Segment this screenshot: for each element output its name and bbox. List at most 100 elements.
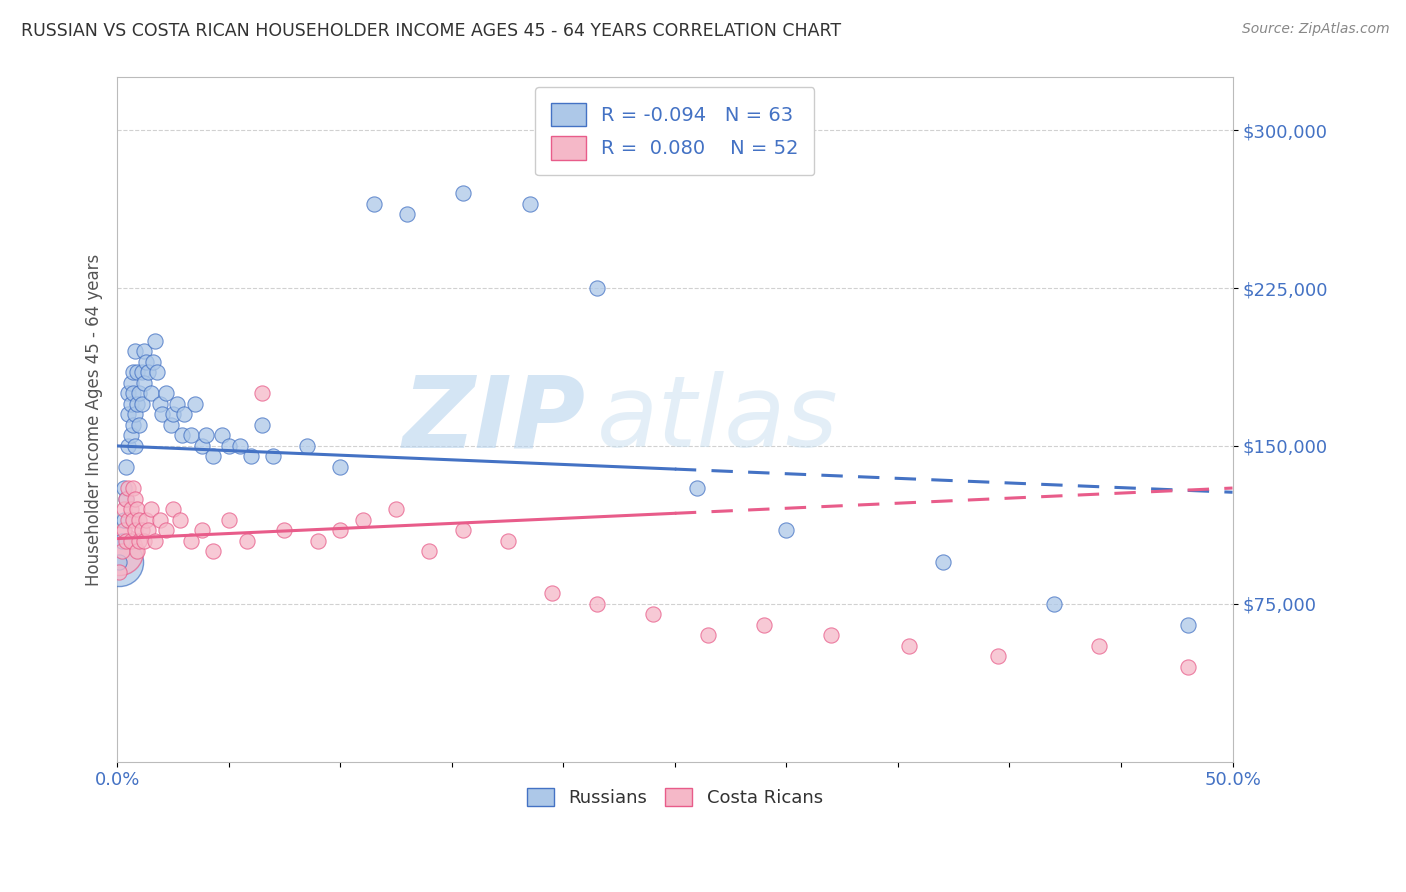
Point xyxy=(229,439,252,453)
Point xyxy=(697,628,720,642)
Point xyxy=(132,376,155,390)
Point xyxy=(295,439,318,453)
Point xyxy=(1043,597,1066,611)
Text: Source: ZipAtlas.com: Source: ZipAtlas.com xyxy=(1241,22,1389,37)
Point xyxy=(585,281,607,295)
Point xyxy=(211,428,233,442)
Point xyxy=(180,533,202,548)
Point xyxy=(451,523,474,537)
Point xyxy=(135,354,157,368)
Point xyxy=(138,365,160,379)
Point xyxy=(121,417,143,432)
Point xyxy=(108,566,131,580)
Point xyxy=(128,386,150,401)
Point xyxy=(143,334,166,348)
Point xyxy=(120,533,142,548)
Point xyxy=(1087,639,1109,653)
Point xyxy=(124,408,146,422)
Point xyxy=(112,502,135,516)
Point xyxy=(396,207,419,221)
Point xyxy=(898,639,921,653)
Point xyxy=(124,439,146,453)
Point xyxy=(142,354,165,368)
Point xyxy=(115,491,138,506)
Point xyxy=(121,365,143,379)
Point xyxy=(496,533,519,548)
Point xyxy=(138,523,160,537)
Point xyxy=(132,344,155,359)
Point xyxy=(162,408,184,422)
Point xyxy=(127,397,149,411)
Point xyxy=(385,502,408,516)
Point xyxy=(752,618,775,632)
Point xyxy=(146,365,169,379)
Point xyxy=(127,544,149,558)
Point xyxy=(195,428,218,442)
Point xyxy=(218,513,240,527)
Point xyxy=(120,502,142,516)
Point xyxy=(112,481,135,495)
Point xyxy=(250,417,273,432)
Point xyxy=(131,523,153,537)
Point xyxy=(180,428,202,442)
Point xyxy=(143,533,166,548)
Point xyxy=(235,533,257,548)
Point xyxy=(273,523,295,537)
Point xyxy=(155,386,177,401)
Point xyxy=(329,523,352,537)
Point xyxy=(585,597,607,611)
Point xyxy=(820,628,842,642)
Point xyxy=(108,555,131,569)
Point xyxy=(120,397,142,411)
Point xyxy=(121,513,143,527)
Point xyxy=(124,491,146,506)
Point xyxy=(131,365,153,379)
Point xyxy=(451,186,474,201)
Point xyxy=(1177,660,1199,674)
Point xyxy=(218,439,240,453)
Point xyxy=(111,533,134,548)
Text: RUSSIAN VS COSTA RICAN HOUSEHOLDER INCOME AGES 45 - 64 YEARS CORRELATION CHART: RUSSIAN VS COSTA RICAN HOUSEHOLDER INCOM… xyxy=(21,22,841,40)
Point xyxy=(139,386,162,401)
Point xyxy=(775,523,797,537)
Point xyxy=(127,365,149,379)
Point xyxy=(541,586,564,600)
Point xyxy=(519,196,541,211)
Point xyxy=(148,513,170,527)
Point xyxy=(1177,618,1199,632)
Point xyxy=(128,533,150,548)
Point xyxy=(162,502,184,516)
Point xyxy=(170,428,193,442)
Point xyxy=(150,408,173,422)
Point xyxy=(641,607,664,622)
Point xyxy=(250,386,273,401)
Point xyxy=(135,513,157,527)
Point xyxy=(418,544,440,558)
Point xyxy=(169,513,191,527)
Point xyxy=(120,376,142,390)
Point xyxy=(128,513,150,527)
Point xyxy=(115,460,138,475)
Point xyxy=(112,513,135,527)
Y-axis label: Householder Income Ages 45 - 64 years: Householder Income Ages 45 - 64 years xyxy=(86,253,103,586)
Point xyxy=(173,408,195,422)
Point xyxy=(120,428,142,442)
Point xyxy=(139,502,162,516)
Point xyxy=(127,502,149,516)
Point xyxy=(352,513,374,527)
Point xyxy=(184,397,207,411)
Point xyxy=(117,408,139,422)
Point xyxy=(121,386,143,401)
Point xyxy=(191,439,214,453)
Legend: Russians, Costa Ricans: Russians, Costa Ricans xyxy=(520,780,830,814)
Text: ZIP: ZIP xyxy=(402,371,586,468)
Point xyxy=(240,450,263,464)
Point xyxy=(124,344,146,359)
Point xyxy=(111,544,134,558)
Point xyxy=(117,481,139,495)
Point xyxy=(987,649,1010,664)
Point xyxy=(262,450,284,464)
Point xyxy=(931,555,953,569)
Point xyxy=(115,533,138,548)
Point xyxy=(166,397,188,411)
